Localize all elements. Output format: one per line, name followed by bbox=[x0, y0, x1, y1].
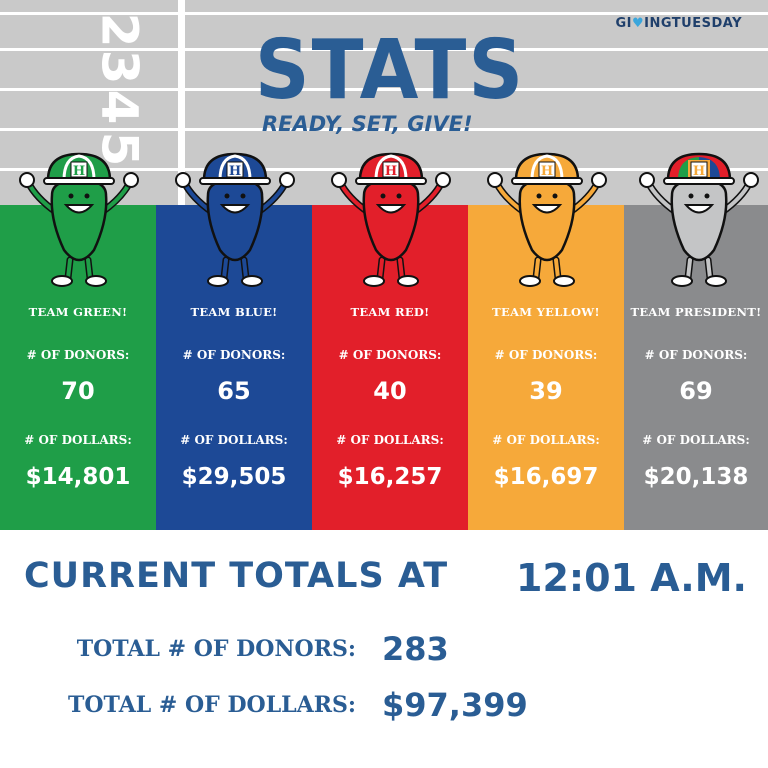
track-lane-line bbox=[0, 48, 768, 51]
dollars-label: # OF DOLLARS: bbox=[492, 433, 600, 447]
team-column-president: TEAM PRESIDENT! # OF DONORS: 69 # OF DOL… bbox=[624, 205, 768, 530]
lane-number: 4 bbox=[90, 89, 149, 125]
lane-number: 3 bbox=[90, 49, 149, 85]
mascot-green: H bbox=[19, 152, 139, 287]
team-name: TEAM BLUE! bbox=[190, 305, 278, 319]
mascot-yellow: H bbox=[487, 152, 607, 287]
totals-heading: CURRENT TOTALS AT bbox=[24, 556, 449, 596]
totals-time: 12:01 A.M. bbox=[516, 556, 747, 600]
dollars-label: # OF DOLLARS: bbox=[24, 433, 132, 447]
dollars-label: # OF DOLLARS: bbox=[336, 433, 444, 447]
finish-line bbox=[178, 0, 185, 205]
team-name: TEAM PRESIDENT! bbox=[630, 305, 762, 319]
team-column-red: TEAM RED! # OF DONORS: 40 # OF DOLLARS: … bbox=[312, 205, 468, 530]
donors-label: # OF DONORS: bbox=[338, 348, 442, 362]
donors-label: # OF DONORS: bbox=[494, 348, 598, 362]
dollars-amount: $29,505 bbox=[181, 464, 287, 490]
donors-count: 65 bbox=[217, 377, 251, 405]
svg-text:H: H bbox=[693, 164, 705, 179]
dollars-amount: $20,138 bbox=[643, 464, 749, 490]
total-dollars-value: $97,399 bbox=[382, 686, 528, 724]
team-name: TEAM YELLOW! bbox=[492, 305, 600, 319]
donors-count: 39 bbox=[529, 377, 563, 405]
donors-label: # OF DONORS: bbox=[26, 348, 130, 362]
givingtuesday-logo: GI♥INGTUESDAY bbox=[615, 16, 742, 31]
track-lane-line bbox=[0, 88, 768, 91]
donors-count: 40 bbox=[373, 377, 407, 405]
donors-count: 69 bbox=[679, 377, 713, 405]
total-dollars-label: TOTAL # OF DOLLARS: bbox=[68, 692, 356, 718]
dollars-amount: $16,697 bbox=[493, 464, 599, 490]
lane-number: 2 bbox=[90, 12, 149, 48]
svg-text:H: H bbox=[73, 164, 85, 179]
dollars-amount: $14,801 bbox=[25, 464, 131, 490]
total-donors-label: TOTAL # OF DONORS: bbox=[76, 636, 356, 662]
svg-text:H: H bbox=[385, 164, 397, 179]
donors-count: 70 bbox=[61, 377, 95, 405]
dollars-label: # OF DOLLARS: bbox=[642, 433, 750, 447]
donors-label: # OF DONORS: bbox=[182, 348, 286, 362]
heart-icon: ♥ bbox=[631, 16, 645, 31]
total-donors-value: 283 bbox=[382, 630, 449, 668]
page-title: STATS bbox=[254, 21, 526, 118]
mascot-red: H bbox=[331, 152, 451, 287]
track-lane-line bbox=[0, 12, 768, 15]
svg-text:H: H bbox=[541, 164, 553, 179]
mascot-blue: H bbox=[175, 152, 295, 287]
dollars-amount: $16,257 bbox=[337, 464, 443, 490]
donors-label: # OF DONORS: bbox=[644, 348, 748, 362]
team-name: TEAM GREEN! bbox=[28, 305, 128, 319]
mascot-president: H bbox=[639, 152, 759, 287]
page-subtitle: READY, SET, GIVE! bbox=[262, 112, 473, 136]
svg-text:H: H bbox=[229, 164, 241, 179]
team-name: TEAM RED! bbox=[350, 305, 430, 319]
dollars-label: # OF DOLLARS: bbox=[180, 433, 288, 447]
track-lane-line bbox=[0, 128, 768, 131]
